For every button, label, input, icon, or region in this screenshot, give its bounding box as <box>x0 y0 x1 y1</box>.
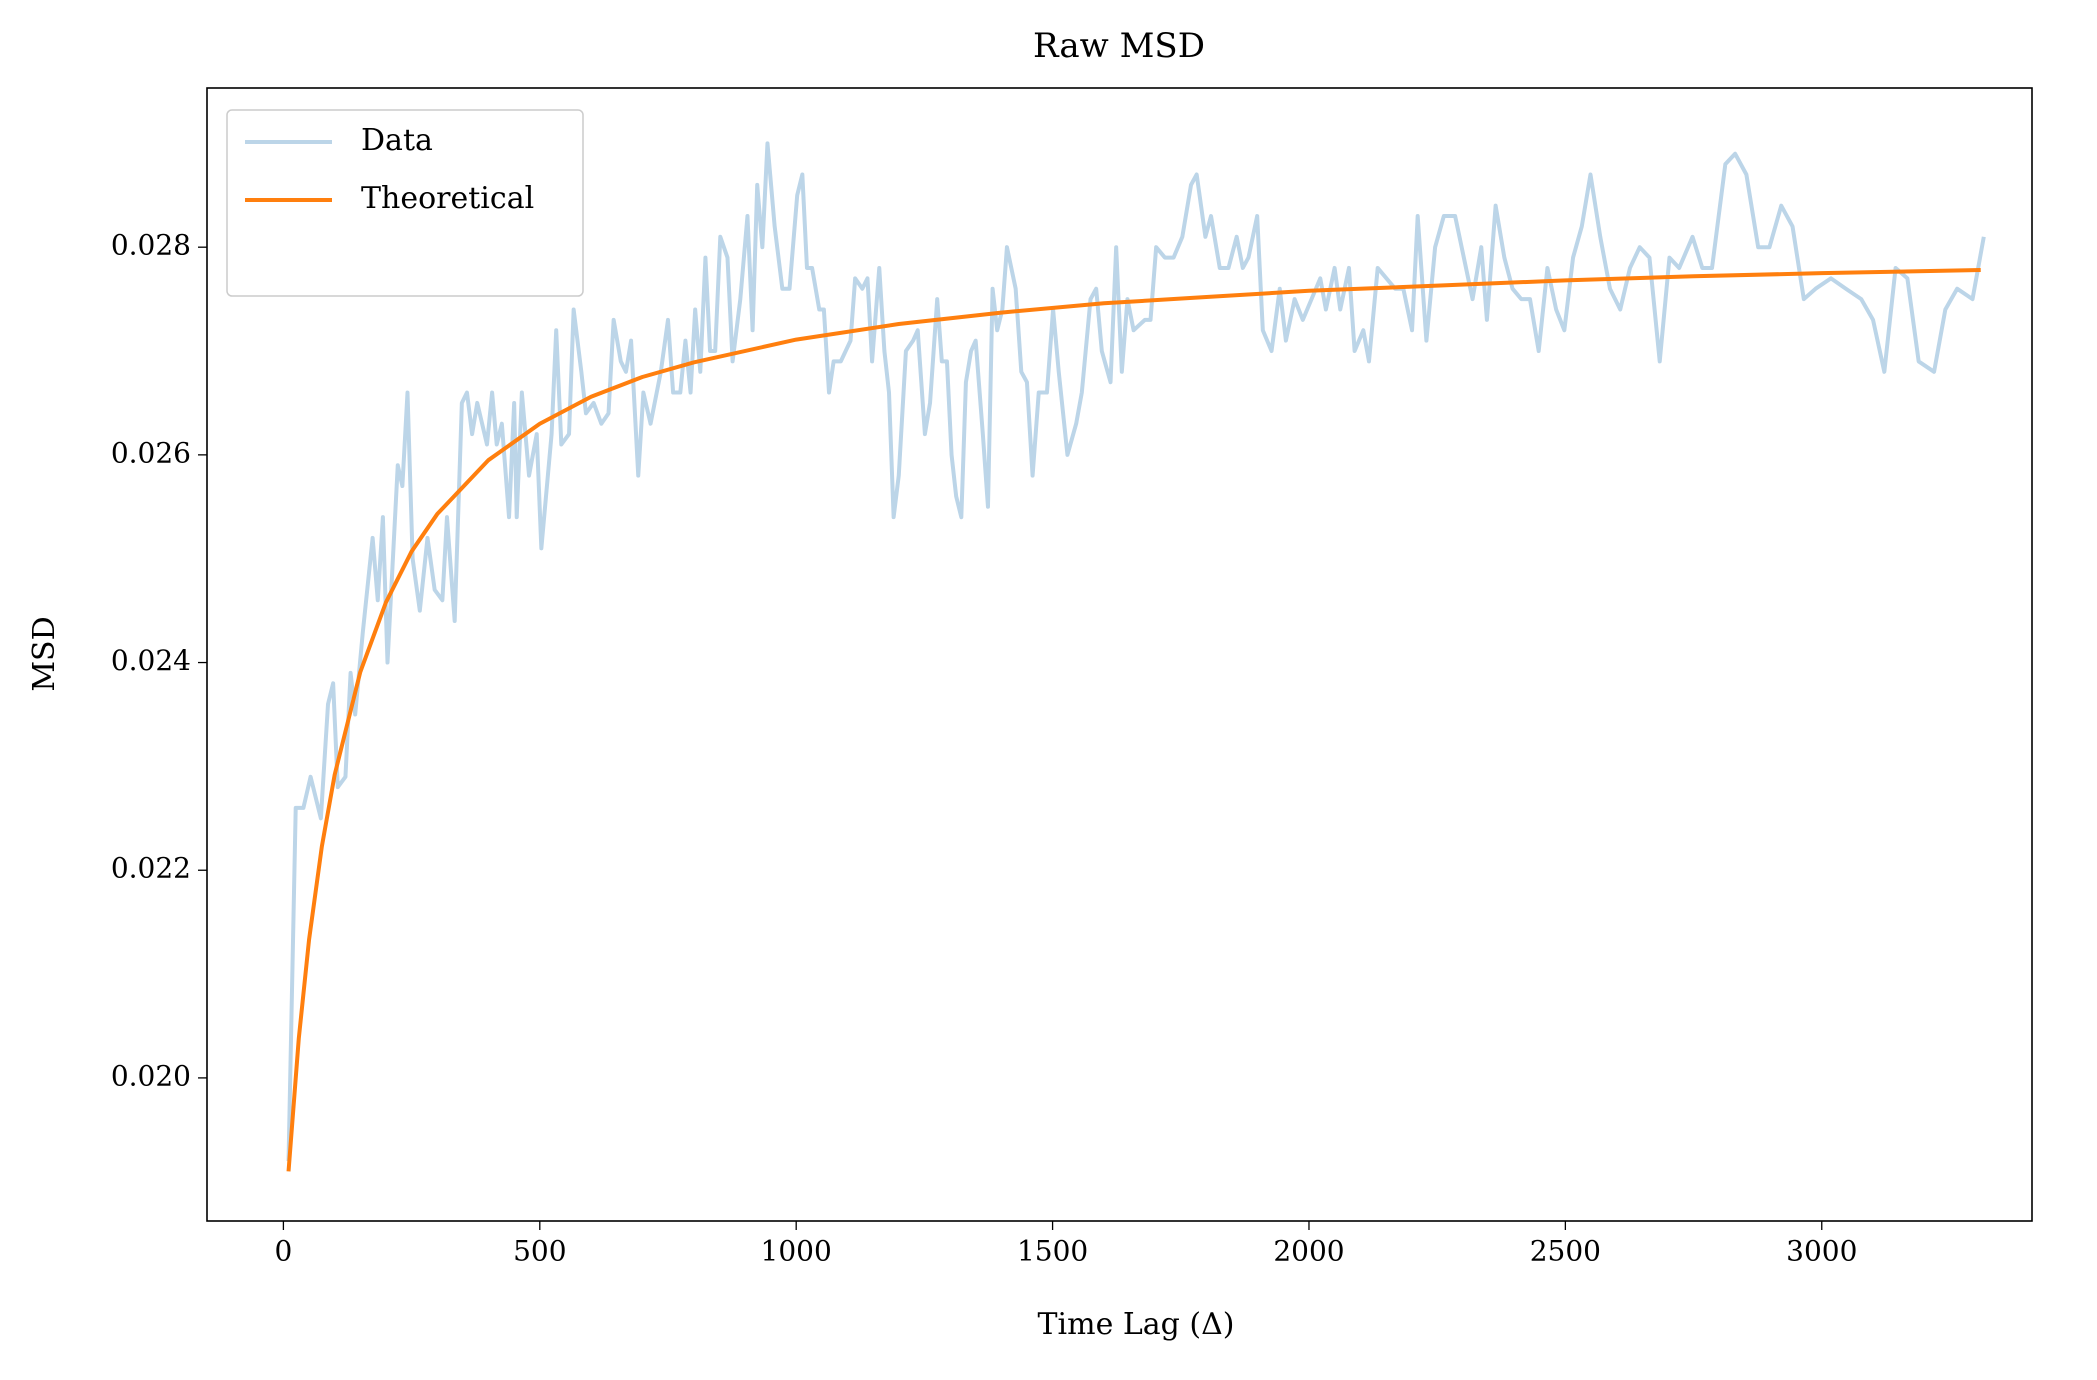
chart-title: Raw MSD <box>1033 26 1205 66</box>
legend-label: Theoretical <box>361 181 534 216</box>
x-tick-label: 2000 <box>1273 1235 1344 1268</box>
x-tick-label: 1500 <box>1017 1235 1088 1268</box>
x-tick-label: 3000 <box>1786 1235 1857 1268</box>
data-line <box>286 141 1986 1162</box>
y-tick-label: 0.026 <box>111 436 191 469</box>
plot-frame <box>206 87 2033 1222</box>
y-tick-label: 0.022 <box>111 852 191 885</box>
y-axis-label: MSD <box>27 616 62 691</box>
legend: Data Theoretical <box>226 109 584 297</box>
y-tick-label: 0.024 <box>111 644 191 677</box>
x-tick-label: 2500 <box>1530 1235 1601 1268</box>
x-tick-label: 0 <box>274 1235 292 1268</box>
data-line <box>286 268 1981 1172</box>
y-tick-label: 0.020 <box>111 1059 191 1092</box>
legend-box <box>226 109 584 297</box>
legend-label: Data <box>361 123 433 158</box>
x-tick-label: 500 <box>513 1235 566 1268</box>
y-tick-label: 0.028 <box>111 229 191 262</box>
x-axis-label: Time Lag (Δ) <box>1038 1307 1235 1342</box>
x-tick-label: 1000 <box>761 1235 832 1268</box>
